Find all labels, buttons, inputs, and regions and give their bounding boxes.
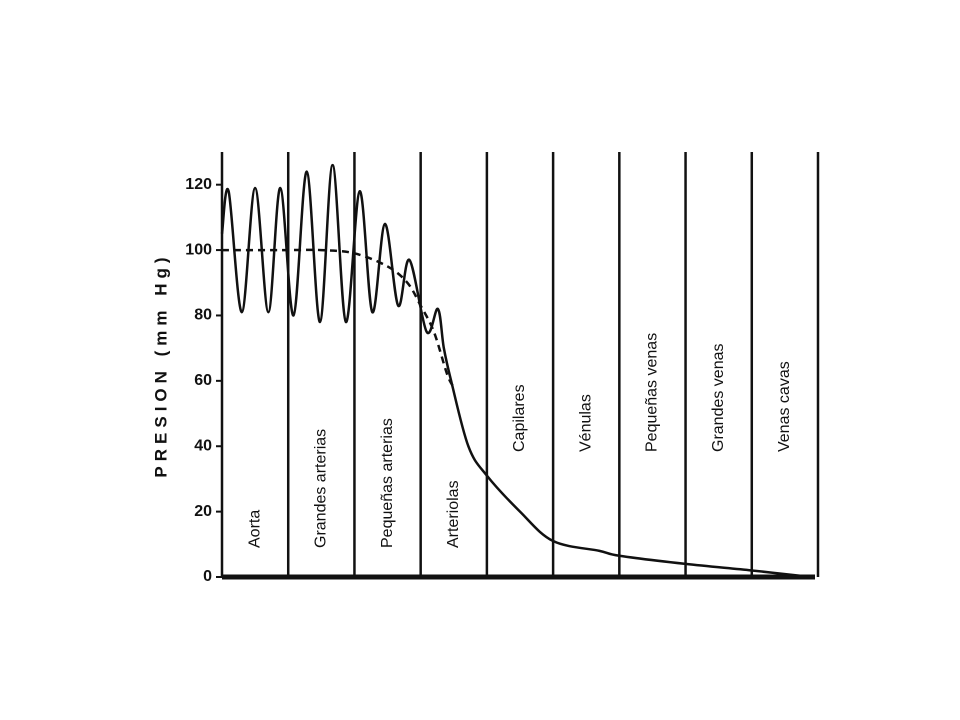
category-label: Venas cavas xyxy=(776,361,793,452)
category-label: Capilares xyxy=(511,384,528,452)
pressure-line xyxy=(222,248,455,389)
category-label: Pequeñas arterias xyxy=(379,418,396,548)
y-tick-label: 80 xyxy=(194,307,212,324)
y-tick-label: 100 xyxy=(185,241,212,258)
category-label: Grandes arterias xyxy=(313,429,330,548)
y-tick-label: 20 xyxy=(194,503,212,520)
y-tick-label: 40 xyxy=(194,437,212,454)
y-axis-label: PRESION (mm Hg) xyxy=(151,252,170,477)
category-label: Grandes venas xyxy=(710,343,727,452)
category-label: Arteriolas xyxy=(445,480,462,548)
y-tick-label: 60 xyxy=(194,372,212,389)
category-label: Vénulas xyxy=(577,394,594,452)
y-tick-label: 120 xyxy=(185,176,212,193)
category-label: Pequeñas venas xyxy=(644,333,661,452)
y-tick-label: 0 xyxy=(203,568,212,585)
category-label: Aorta xyxy=(246,510,263,548)
pressure-line xyxy=(220,163,812,579)
